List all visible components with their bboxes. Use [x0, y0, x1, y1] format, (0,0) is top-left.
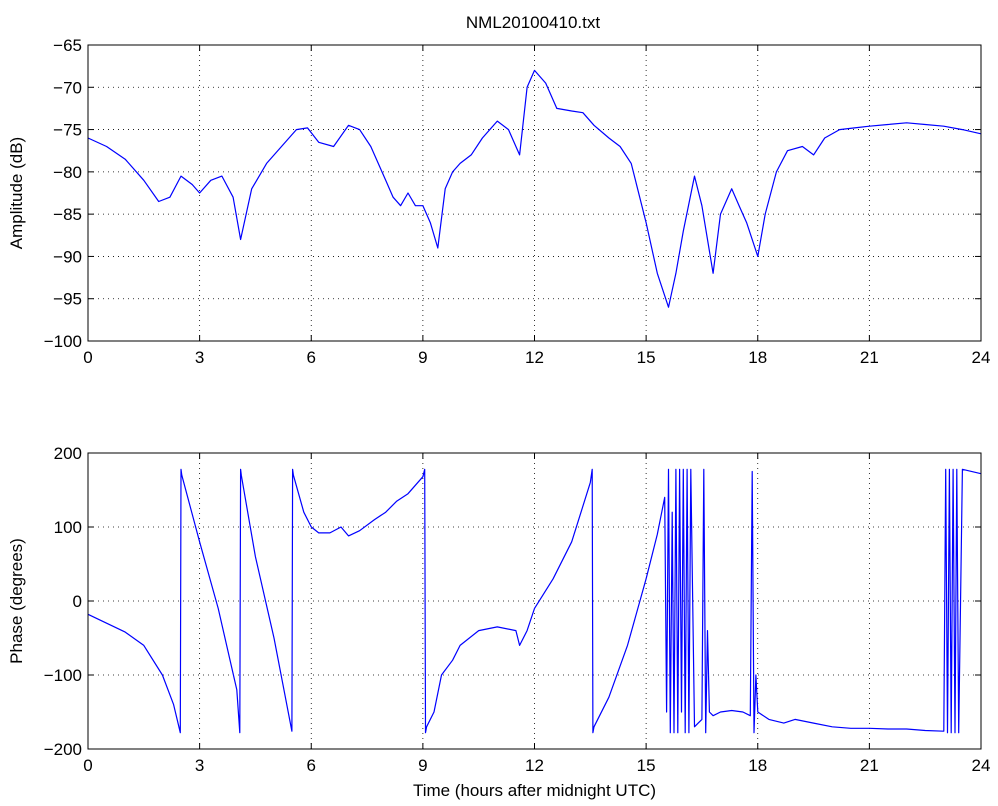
amplitude-y-tick-label: −100	[44, 332, 82, 351]
phase-x-tick-label: 15	[637, 756, 656, 775]
phase-x-tick-label: 3	[195, 756, 204, 775]
phase-y-tick-label: 100	[54, 518, 82, 537]
amplitude-plot: NML20100410.txt 0 3 6 9 12 15 18 21 24 −100 −95 −9…	[7, 13, 990, 367]
amplitude-y-tick-label: −75	[53, 121, 82, 140]
amplitude-y-tick-label: −70	[53, 78, 82, 97]
phase-x-tick-label: 0	[83, 756, 92, 775]
amplitude-y-tick-label: −95	[53, 290, 82, 309]
phase-x-ticks: 0 3 6 9 12 15 18 21 24	[83, 453, 990, 775]
phase-x-label: Time (hours after midnight UTC)	[413, 781, 656, 800]
phase-series	[87, 468, 982, 734]
chart-title: NML20100410.txt	[466, 13, 600, 32]
amplitude-y-tick-label: −65	[53, 36, 82, 55]
phase-plot: 0 3 6 9 12 15 18 21 24 −200 −100 0 100 200 Phase (de…	[7, 444, 990, 800]
phase-line	[87, 468, 982, 734]
phase-y-tick-label: −200	[44, 740, 82, 759]
amplitude-series	[87, 69, 982, 308]
amplitude-line	[87, 69, 982, 308]
amplitude-x-tick-label: 0	[83, 348, 92, 367]
amplitude-x-tick-label: 18	[748, 348, 767, 367]
phase-x-tick-label: 12	[525, 756, 544, 775]
phase-y-tick-label: 0	[73, 592, 82, 611]
amplitude-y-label: Amplitude (dB)	[7, 137, 26, 249]
amplitude-x-tick-label: 9	[418, 348, 427, 367]
phase-x-tick-label: 21	[860, 756, 879, 775]
amplitude-y-tick-label: −90	[53, 247, 82, 266]
phase-x-tick-label: 9	[418, 756, 427, 775]
phase-x-tick-label: 6	[307, 756, 316, 775]
amplitude-x-tick-label: 12	[525, 348, 544, 367]
amplitude-x-tick-label: 3	[195, 348, 204, 367]
amplitude-x-tick-label: 6	[307, 348, 316, 367]
amplitude-y-tick-label: −85	[53, 205, 82, 224]
phase-x-tick-label: 24	[972, 756, 991, 775]
phase-y-tick-label: −100	[44, 666, 82, 685]
phase-y-label: Phase (degrees)	[7, 538, 26, 664]
amplitude-y-tick-label: −80	[53, 163, 82, 182]
amplitude-x-tick-label: 21	[860, 348, 879, 367]
amplitude-x-tick-label: 24	[972, 348, 991, 367]
amplitude-x-tick-label: 15	[637, 348, 656, 367]
amplitude-x-ticks: 0 3 6 9 12 15 18 21 24	[83, 45, 990, 367]
phase-y-tick-label: 200	[54, 444, 82, 463]
phase-y-ticks: −200 −100 0 100 200	[44, 444, 981, 759]
phase-x-tick-label: 18	[748, 756, 767, 775]
amplitude-y-ticks: −100 −95 −90 −85 −80 −75 −70 −65	[44, 36, 981, 351]
